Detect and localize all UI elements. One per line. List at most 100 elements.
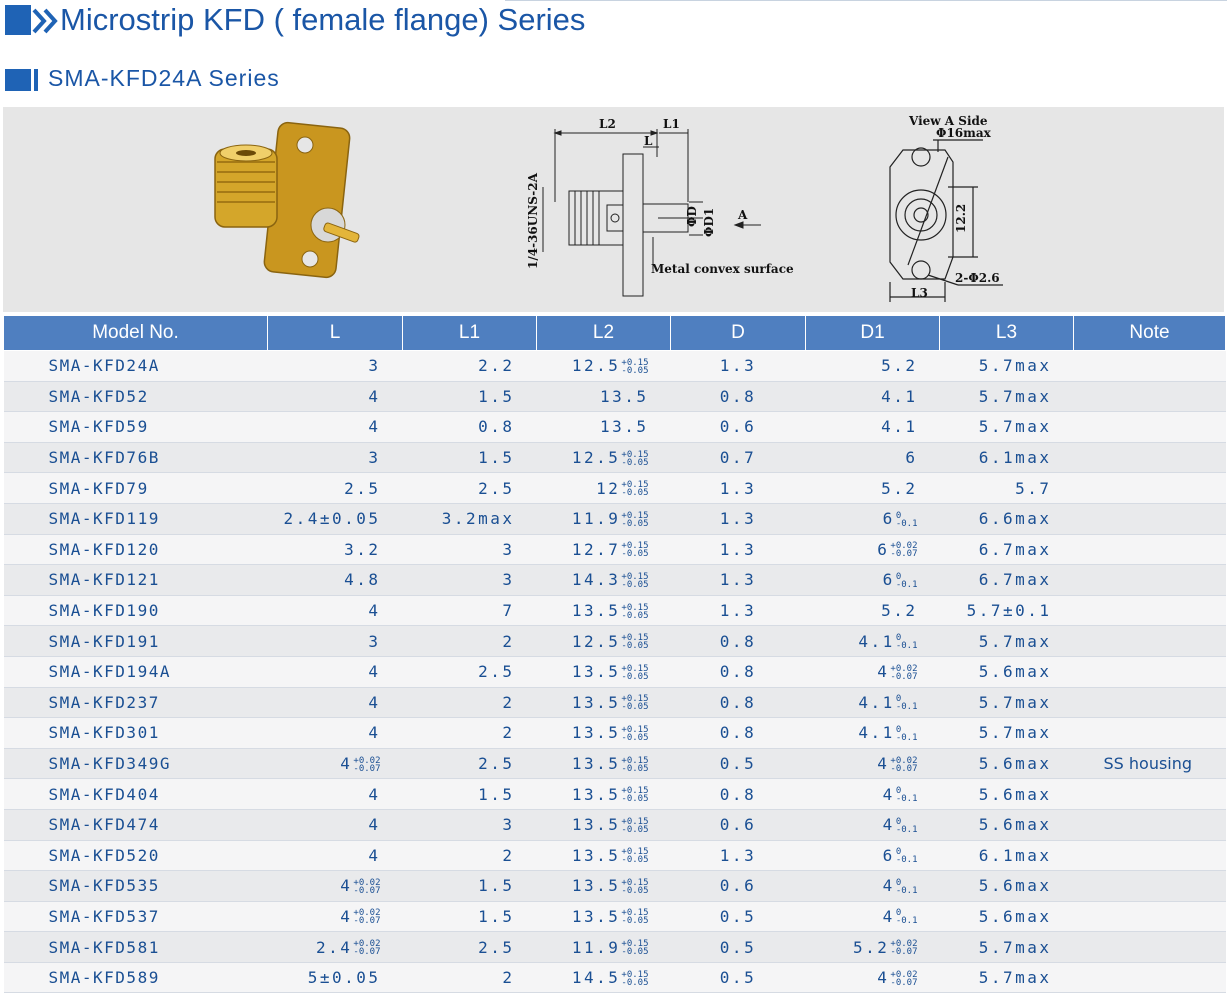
cell-value: 12.5 [571, 448, 621, 468]
cell-l1: 2.5 [402, 472, 537, 504]
cell-l1: 3.2max [402, 503, 537, 535]
cell-note [1073, 901, 1226, 933]
cell-value: 4 [882, 906, 895, 926]
label-phi16max: Φ16max [936, 126, 992, 140]
cell-l: 2.4 +0.02 -0.07 [267, 931, 403, 963]
cell-d: 0.5 [670, 962, 806, 994]
tolerance: +0.15 -0.05 [621, 357, 649, 376]
cell-d1: 5.2 [805, 472, 940, 504]
table-row: SMA-KFD404 4 1.5 13.5 +0.15 -0.05 0.8 4 0 -0.1 5.6… [3, 778, 1226, 810]
cell-d: 0.8 [670, 625, 806, 657]
cell-value: SMA-KFD301 [48, 723, 160, 743]
cell-l2: 13.5 [536, 411, 671, 443]
cell-l3: 5.6max [939, 809, 1074, 841]
cell-d1: 4 +0.02 -0.07 [805, 656, 940, 688]
cell-note [1073, 503, 1226, 535]
cell-value: 4 [368, 784, 381, 804]
cell-value: 2.4±0.05 [283, 509, 381, 529]
cell-d1: 4 0 -0.1 [805, 870, 940, 902]
cell-l: 4 [267, 656, 403, 688]
cell-value: SMA-KFD120 [48, 539, 160, 559]
cell-value: 6 [905, 448, 918, 468]
cell-value: 13.5 [571, 845, 621, 865]
drawing-panel: L2 L1 L 1/4-36UNS-2A ΦD ΦD1 A Metal conv… [3, 107, 1224, 312]
cell-d: 0.7 [670, 442, 806, 474]
cell-l2: 12.5 +0.15 -0.05 [536, 625, 671, 657]
cell-value: 0.6 [719, 815, 757, 835]
cell-value: SMA-KFD581 [48, 937, 160, 957]
cell-l3: 5.6max [939, 778, 1074, 810]
cell-model: SMA-KFD194A [3, 656, 268, 688]
column-header: D1 [805, 315, 940, 351]
cell-value: 2.4 [316, 937, 353, 957]
cell-value: 13.5 [571, 662, 621, 682]
cell-value: 1.5 [478, 876, 515, 896]
cell-d: 0.5 [670, 931, 806, 963]
cell-d: 1.3 [670, 350, 806, 382]
cell-value: 0.8 [719, 723, 757, 743]
label-view-arrow: A [737, 208, 748, 222]
cell-l2: 13.5 +0.15 -0.05 [536, 840, 671, 872]
cell-d: 1.3 [670, 595, 806, 627]
cell-l: 3.2 [267, 534, 403, 566]
table-row: SMA-KFD194A 4 2.5 13.5 +0.15 -0.05 0.8 4 +0.02 -0… [3, 656, 1226, 688]
cell-l3: 6.1max [939, 840, 1074, 872]
cell-d: 0.8 [670, 778, 806, 810]
cell-value: 5.7max [978, 631, 1052, 651]
cell-note [1073, 809, 1226, 841]
label-2-phi-2-6: 2-Φ2.6 [955, 271, 1000, 285]
cell-value: 4 [368, 845, 381, 865]
cell-value: 1.3 [719, 570, 757, 590]
cell-l: 4 [267, 809, 403, 841]
cell-model: SMA-KFD119 [3, 503, 268, 535]
cell-d: 0.6 [670, 870, 806, 902]
cell-note [1073, 442, 1226, 474]
cell-l1: 3 [402, 534, 537, 566]
cell-d1: 6 [805, 442, 940, 474]
cell-value: 0.5 [719, 754, 757, 774]
tolerance: +0.15 -0.05 [621, 877, 649, 896]
section-marker-bar [5, 69, 31, 91]
table-row: SMA-KFD589 5±0.05 2 14.5 +0.15 -0.05 0.5 4 +0.02… [3, 962, 1226, 994]
cell-d1: 4.1 0 -0.1 [805, 687, 940, 719]
cell-value: 2 [502, 845, 515, 865]
tolerance: +0.15 -0.05 [621, 694, 649, 713]
tolerance: +0.15 -0.05 [621, 969, 649, 988]
cell-l3: 5.6max [939, 748, 1074, 780]
cell-value: 3.2 [344, 539, 381, 559]
cell-value: SMA-KFD79 [48, 478, 149, 498]
cell-l2: 13.5 [536, 381, 671, 413]
cell-value: SMA-KFD76B [48, 448, 160, 468]
cell-value: 3 [502, 539, 515, 559]
cell-l2: 13.5 +0.15 -0.05 [536, 717, 671, 749]
cell-note [1073, 962, 1226, 994]
cell-value: SMA-KFD190 [48, 601, 160, 621]
cell-d1: 6 0 -0.1 [805, 840, 940, 872]
cell-note [1073, 717, 1226, 749]
cell-d1: 6 0 -0.1 [805, 503, 940, 535]
cell-l2: 13.5 +0.15 -0.05 [536, 656, 671, 688]
table-row: SMA-KFD520 4 2 13.5 +0.15 -0.05 1.3 6 0 -0.1 6.1ma… [3, 840, 1226, 872]
cell-l3: 5.7max [939, 411, 1074, 443]
cell-value: SMA-KFD404 [48, 784, 160, 804]
cell-value: 4 [877, 662, 890, 682]
cell-model: SMA-KFD520 [3, 840, 268, 872]
table-row: SMA-KFD79 2.5 2.5 12 +0.15 -0.05 1.3 5.2 5.7 [3, 472, 1226, 504]
cell-l1: 2 [402, 687, 537, 719]
label-view-a-side: View A Side [908, 114, 988, 128]
cell-l2: 14.5 +0.15 -0.05 [536, 962, 671, 994]
cell-note [1073, 931, 1226, 963]
cell-l3: 5.7max [939, 717, 1074, 749]
cell-l3: 5.6max [939, 656, 1074, 688]
cell-l: 4 [267, 411, 403, 443]
cell-d1: 4.1 0 -0.1 [805, 717, 940, 749]
cell-value: SMA-KFD535 [48, 876, 160, 896]
cell-note [1073, 595, 1226, 627]
cell-value: 4 [340, 876, 353, 896]
cell-d: 1.3 [670, 472, 806, 504]
cell-d1: 6 0 -0.1 [805, 564, 940, 596]
tolerance: 0 -0.1 [895, 694, 918, 713]
cell-l2: 11.9 +0.15 -0.05 [536, 931, 671, 963]
cell-value: 13.5 [571, 754, 621, 774]
cell-value: 3.2max [441, 509, 515, 529]
